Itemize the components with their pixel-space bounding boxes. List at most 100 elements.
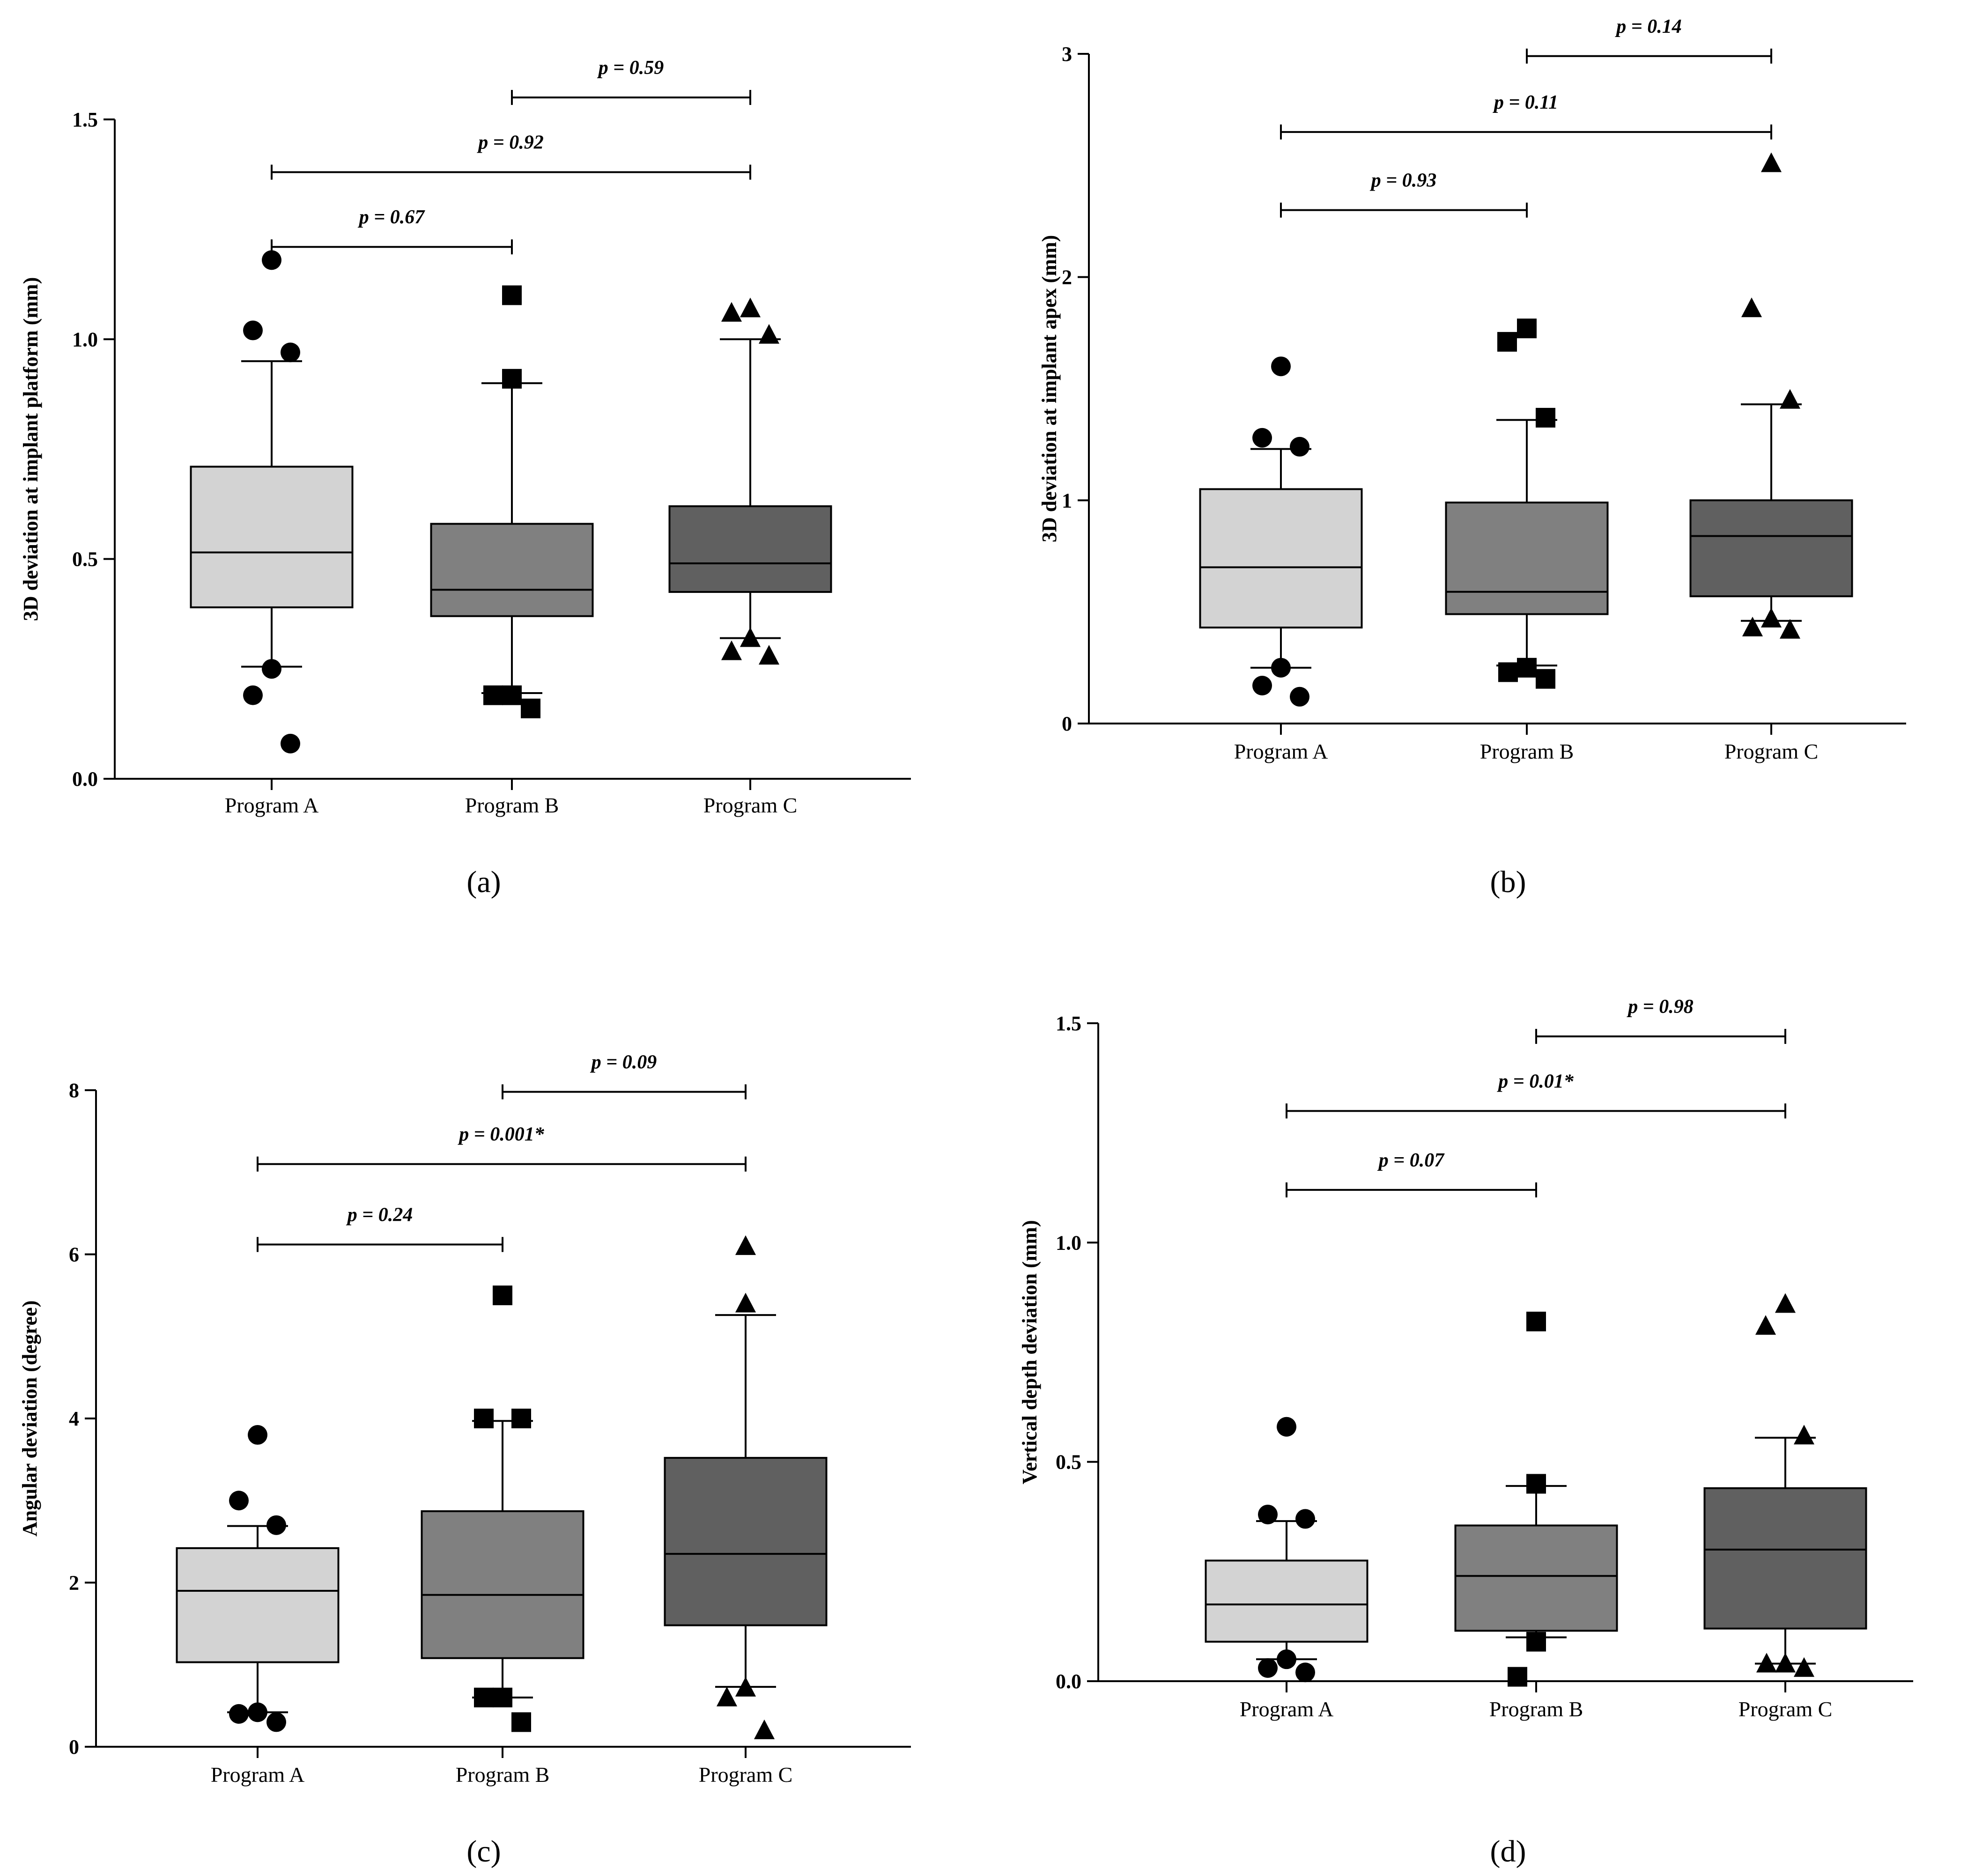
x-category-label: Program B — [456, 1763, 550, 1787]
outlier-point — [1252, 675, 1272, 695]
outlier-point — [1271, 657, 1291, 678]
y-tick-label: 0 — [69, 1736, 79, 1758]
y-tick-label: 0.5 — [1056, 1451, 1081, 1474]
outlier-point — [266, 1712, 286, 1732]
p-value-label: p = 0.09 — [590, 1052, 657, 1073]
outlier-point — [493, 1687, 512, 1707]
outlier-point — [1498, 662, 1518, 682]
p-value-label: p = 0.14 — [1615, 16, 1681, 37]
p-value-label: p = 0.11 — [1493, 92, 1558, 113]
outlier-point — [1295, 1509, 1315, 1529]
outlier-point — [1277, 1649, 1296, 1669]
outlier-point — [1755, 1315, 1776, 1335]
outlier-point — [1536, 669, 1555, 689]
outlier-point — [1517, 657, 1537, 678]
box-program-a — [176, 1425, 340, 1732]
y-tick-label: 0 — [1062, 712, 1072, 735]
outlier-point — [758, 324, 780, 344]
outlier-point — [1756, 1653, 1777, 1673]
outlier-point — [474, 1409, 494, 1428]
significance-bracket: p = 0.01* — [1286, 1071, 1786, 1119]
outlier-point — [262, 659, 281, 679]
iqr-box — [664, 1457, 828, 1626]
box-program-b — [430, 285, 594, 718]
outlier-point — [248, 1702, 267, 1722]
outlier-point — [1258, 1658, 1278, 1678]
outlier-point — [1526, 1311, 1546, 1331]
box-program-b — [1454, 1311, 1618, 1687]
significance-bracket: p = 0.07 — [1286, 1150, 1537, 1197]
y-axis-title: 3D deviation at implant apex (mm) — [1038, 235, 1061, 542]
outlier-point — [502, 685, 522, 705]
x-category-label: Program A — [225, 793, 319, 817]
y-tick-label: 0.5 — [72, 548, 98, 571]
box-program-c — [664, 1235, 828, 1739]
box-program-c — [1703, 1293, 1867, 1677]
outlier-point — [243, 320, 263, 340]
panel-letter: (c) — [466, 1834, 501, 1869]
panel-a: 0.0 0.5 1.0 1.5 3D deviation at implant plat… — [19, 57, 911, 899]
x-category-label: Program A — [1234, 739, 1328, 763]
p-value-label: p = 0.01* — [1497, 1071, 1574, 1092]
iqr-box — [176, 1547, 340, 1663]
x-category-label: Program B — [1489, 1697, 1583, 1721]
p-value-label: p = 0.07 — [1377, 1150, 1445, 1171]
x-category-label: Program C — [699, 1763, 793, 1787]
panel-c: 0 2 4 6 8 Angular deviation (degree) Program A… — [18, 1052, 911, 1869]
outlier-point — [735, 1677, 756, 1697]
iqr-box — [1689, 499, 1853, 598]
significance-bracket: p = 0.59 — [511, 57, 751, 105]
y-tick-label: 1.0 — [1056, 1231, 1081, 1254]
outlier-point — [1779, 619, 1801, 639]
outlier-point — [1793, 1425, 1815, 1445]
iqr-box — [430, 523, 594, 617]
p-value-label: p = 0.59 — [597, 57, 664, 79]
box-program-b — [1445, 318, 1609, 689]
outlier-point — [716, 1686, 738, 1706]
outlier-point — [281, 342, 300, 362]
significance-bracket: p = 0.98 — [1535, 996, 1786, 1044]
significance-bracket: p = 0.93 — [1280, 170, 1528, 218]
box-program-a — [1205, 1417, 1368, 1683]
box-program-c — [1689, 152, 1853, 639]
outlier-point — [740, 627, 761, 647]
y-tick-label: 1.5 — [1056, 1012, 1081, 1035]
outlier-point — [1742, 616, 1763, 636]
y-tick-label: 2 — [1062, 266, 1072, 289]
outlier-point — [1793, 1657, 1815, 1677]
p-value-label: p = 0.001* — [458, 1124, 544, 1145]
panel-letter: (a) — [466, 865, 501, 899]
outlier-point — [1775, 1293, 1796, 1313]
outlier-point — [1536, 407, 1555, 428]
iqr-box — [668, 505, 832, 593]
y-axis-title: Angular deviation (degree) — [18, 1300, 41, 1536]
outlier-point — [229, 1491, 249, 1511]
box-program-a — [190, 250, 354, 753]
outlier-point — [721, 302, 742, 322]
y-tick-label: 1.0 — [72, 328, 98, 351]
iqr-box — [1445, 502, 1609, 615]
y-tick-label: 1.5 — [72, 108, 98, 131]
outlier-point — [1277, 1417, 1296, 1437]
significance-bracket: p = 0.001* — [257, 1124, 747, 1172]
box-program-c — [668, 297, 832, 665]
y-tick-label: 6 — [69, 1243, 79, 1266]
outlier-point — [1526, 1474, 1546, 1494]
x-category-label: Program A — [211, 1763, 305, 1787]
significance-bracket: p = 0.92 — [271, 132, 751, 180]
outlier-point — [243, 685, 263, 705]
significance-bracket: p = 0.67 — [271, 207, 513, 255]
outlier-point — [1741, 297, 1762, 318]
significance-bracket: p = 0.11 — [1280, 92, 1772, 140]
significance-bracket: p = 0.09 — [502, 1052, 747, 1100]
x-category-label: Program C — [1738, 1697, 1833, 1721]
y-axis-title: 3D deviation at implant platform (mm) — [19, 277, 42, 621]
p-value-label: p = 0.92 — [477, 132, 543, 154]
outlier-point — [1508, 1667, 1527, 1687]
outlier-point — [248, 1425, 267, 1445]
x-category-label: Program B — [465, 793, 559, 817]
p-value-label: p = 0.93 — [1370, 170, 1436, 192]
significance-bracket: p = 0.14 — [1526, 16, 1772, 64]
y-tick-label: 0.0 — [1056, 1670, 1081, 1693]
